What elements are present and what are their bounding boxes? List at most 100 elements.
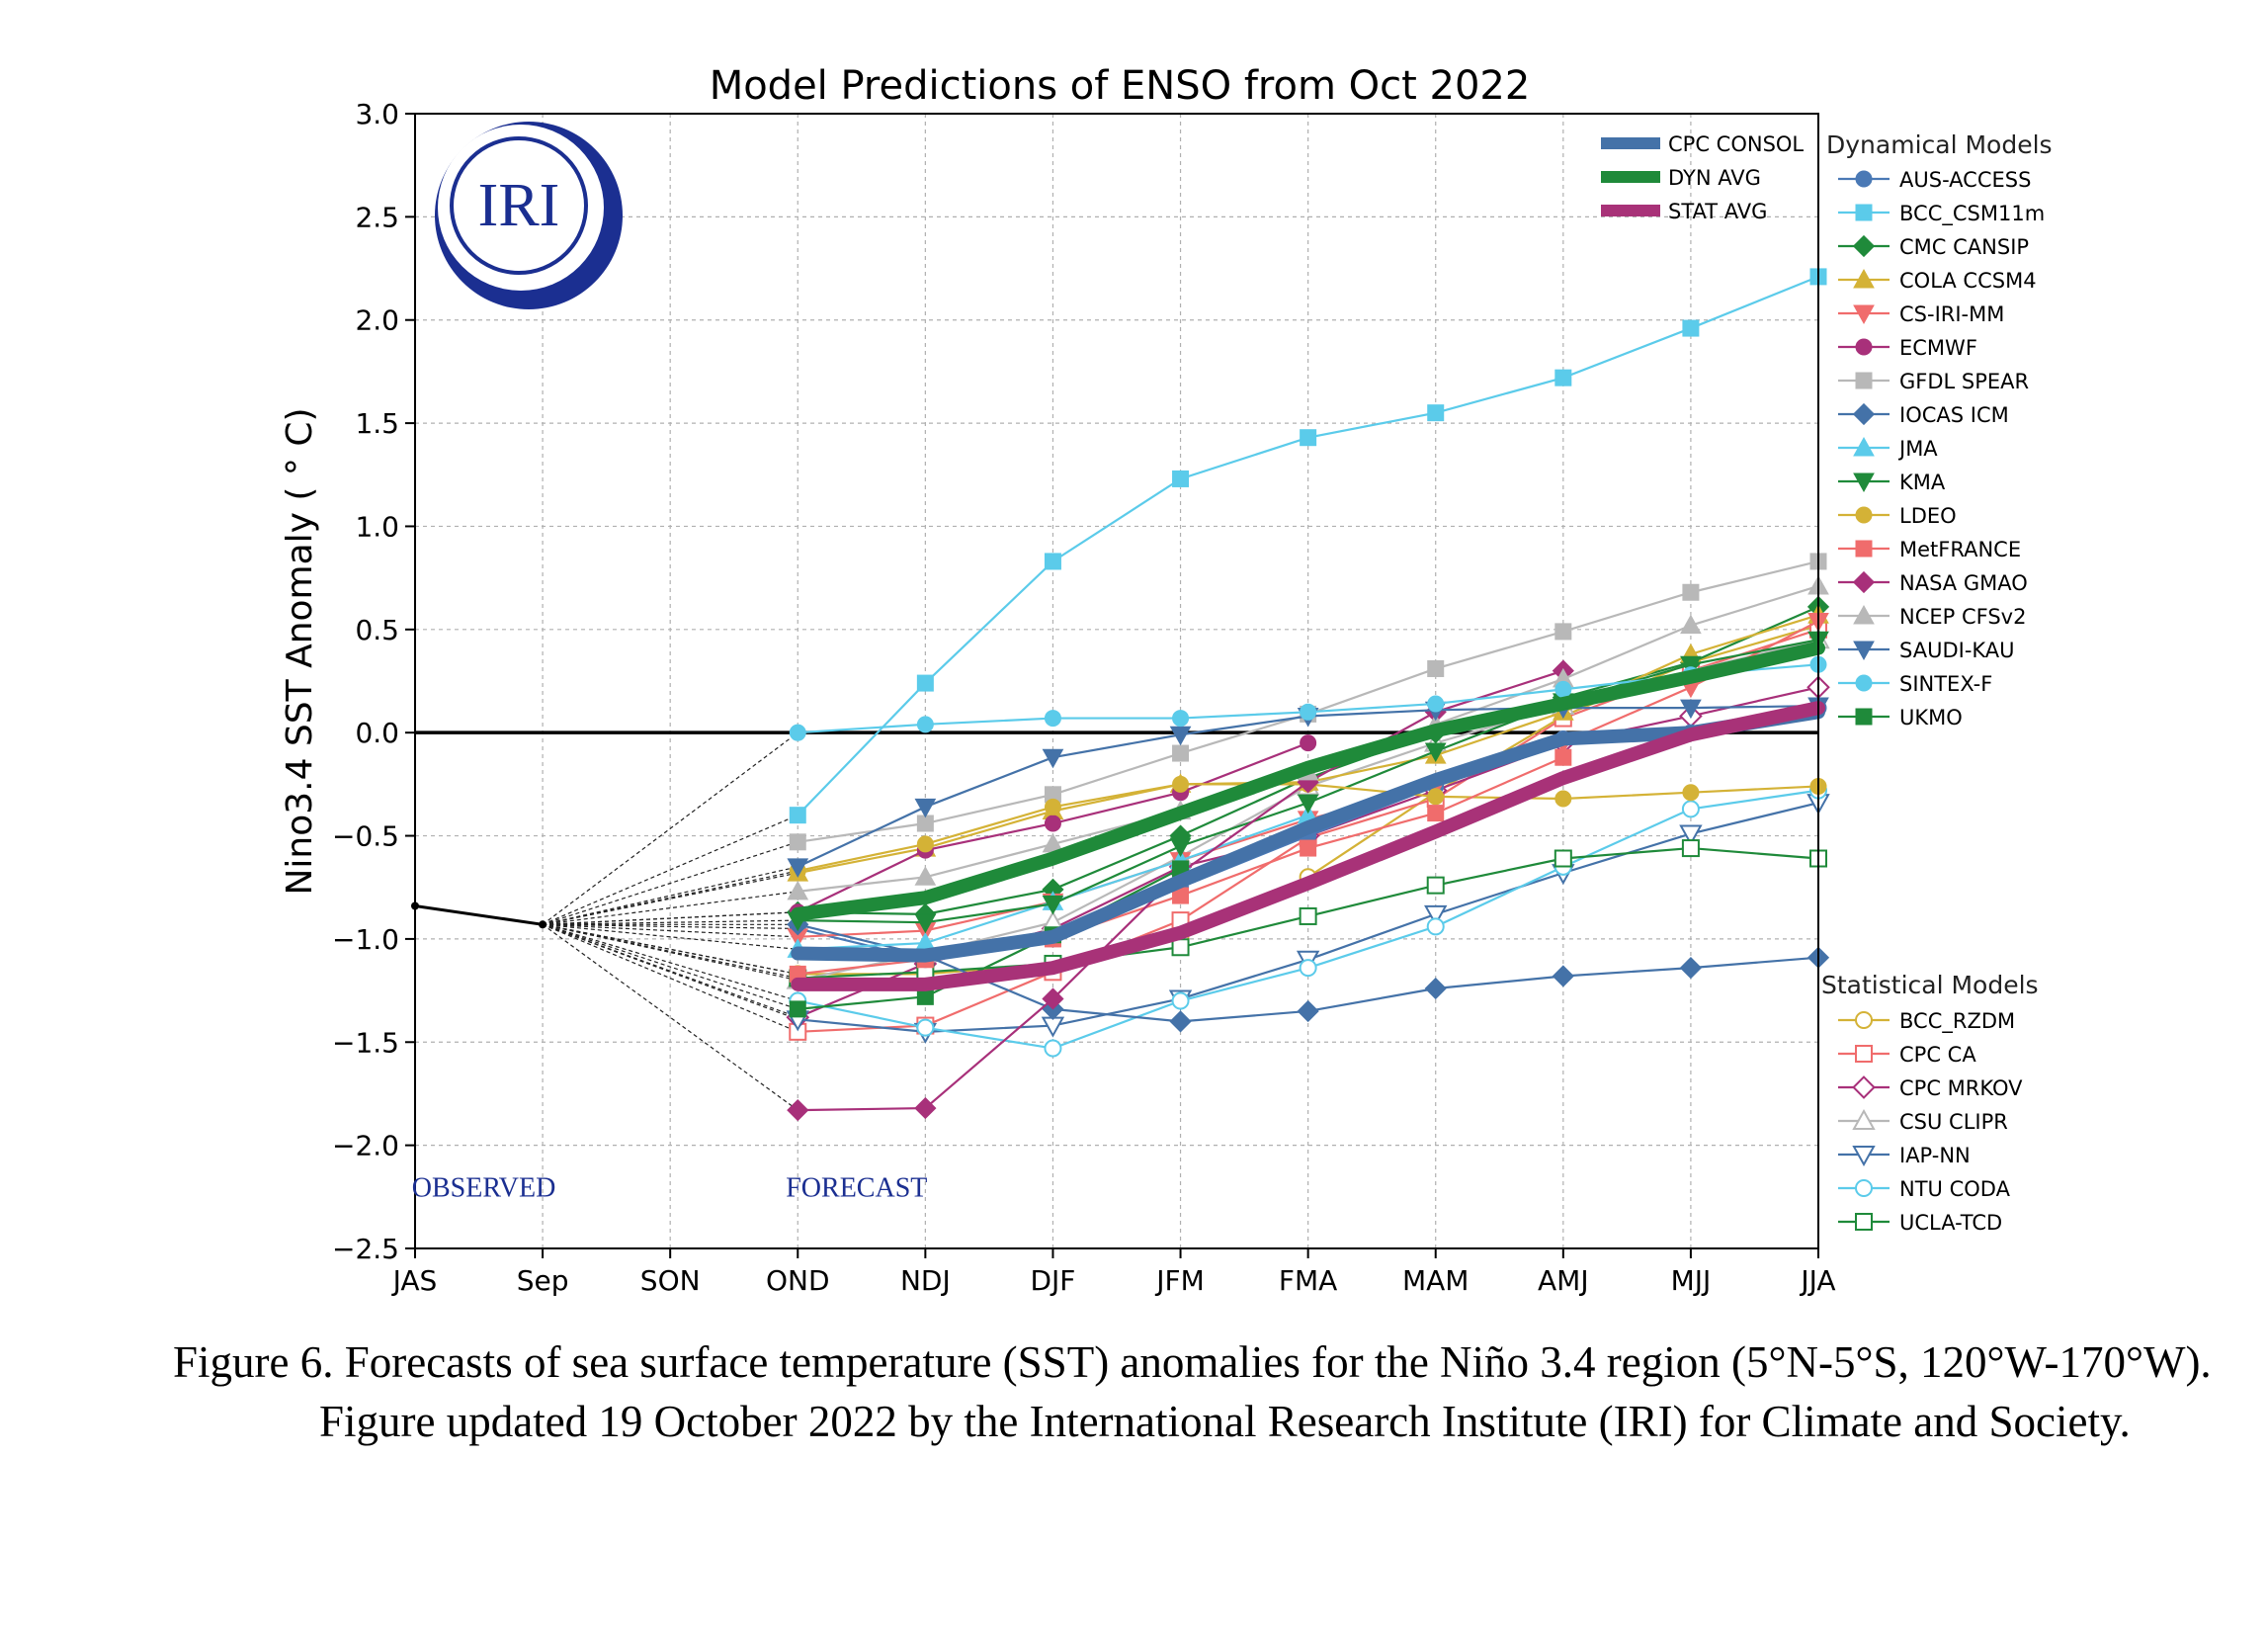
point-sintex-f [1172,710,1190,728]
legend-label-stat-avg: STAT AVG [1668,200,1767,223]
point-ucla-tcd [1171,938,1190,957]
legend-label-cs-iri-mm: CS-IRI-MM [1899,302,2004,326]
connector-cpc-ca [542,923,798,1033]
legend-label-kma: KMA [1899,471,1946,494]
legend-marker-ntu-coda [1855,1179,1873,1197]
point-bcc-csm11m [1044,553,1061,570]
legend-label-bcc-rzdm: BCC_RZDM [1899,1009,2015,1034]
point-iocas-icm [1552,965,1574,987]
legend-marker-cs-iri-mm [1853,304,1875,325]
logo-swoosh-cut [438,125,604,291]
chart-title: Model Predictions of ENSO from Oct 2022 [710,63,1531,109]
legend-label-iap-nn: IAP-NN [1899,1144,1971,1167]
point-bcc-csm11m [1427,404,1445,422]
legend-label-jma: JMA [1897,437,1938,461]
connector-ntu-coda [542,923,798,1002]
connector-kma [543,919,798,925]
legend-label-cola-ccsm4: COLA CCSM4 [1899,269,2037,293]
point-ecmwf [1300,734,1317,752]
legend-marker-cmc-cansip [1852,234,1876,258]
series-bcc-csm11m [789,268,1827,824]
x-tick-label: OND [766,1264,830,1297]
point-sintex-f [916,716,934,733]
point-gfdl-spear [1554,623,1572,641]
observed-point [539,920,547,929]
legend-title-statistical: Statistical Models [1821,971,2039,999]
series-layer [411,268,1830,1122]
legend-label-ukmo: UKMO [1899,706,1963,729]
point-kma [1042,895,1064,915]
iri-logo: IRI [435,122,623,309]
x-tick-label: JJA [1799,1264,1835,1297]
legend-marker-ukmo [1855,708,1873,726]
logo-ring [450,136,588,275]
point-kma [914,913,937,934]
point-sintex-f [789,724,806,741]
connector-gfdl-spear [542,841,798,925]
legend-label-nasa-gmao: NASA GMAO [1899,571,2028,595]
connector-jma [543,923,798,950]
point-ncep-cfsv2 [1680,614,1702,635]
point-ecmwf [1044,815,1061,832]
x-tick-label: SON [640,1264,701,1297]
connector-bcc-rzdm [542,923,798,975]
y-tick-label: 1.5 [355,407,399,440]
point-saudi-kau [914,798,937,818]
point-nasa-gmao [1042,987,1064,1010]
y-tick-label: −1.0 [332,923,399,956]
connector-ucla-tcd [542,923,798,980]
point-ldeo [916,835,934,853]
legend-marker-jma [1853,436,1875,457]
point-metfrance [1554,748,1572,766]
point-kma [1297,794,1319,815]
annotation-observed: OBSERVED [412,1172,556,1203]
point-ntu-coda [916,1018,935,1037]
point-ntu-coda [1299,959,1317,978]
connector-cs-iri-mm [543,923,798,938]
point-sintex-f [1300,703,1317,721]
legend-marker-sintex-f [1855,674,1873,692]
point-sintex-f [1044,710,1061,728]
y-tick-label: 0.0 [355,717,399,749]
point-bcc-csm11m [789,807,806,824]
connector-ecmwf [543,911,798,925]
point-ntu-coda [1171,991,1190,1010]
point-ucla-tcd [1299,906,1317,925]
legend-marker-cpc-ca [1855,1045,1873,1063]
legend-label-metfrance: MetFRANCE [1899,538,2021,561]
figure-caption: Figure 6. Forecasts of sea surface tempe… [173,1337,2212,1446]
point-ldeo [1682,784,1700,802]
legend-marker-gfdl-spear [1855,372,1873,389]
legend-marker-iap-nn [1852,1146,1876,1167]
y-axis-label: Nino3.4 SST Anomaly ( ° C) [280,407,320,895]
annotation-forecast: FORECAST [786,1172,927,1203]
point-iap-nn [1424,904,1448,926]
legend-marker-csu-clipr [1852,1108,1876,1130]
legend-marker-ldeo [1855,506,1873,524]
legend-marker-bcc-rzdm [1855,1011,1873,1029]
observed-line [413,904,544,926]
legend-label-cmc-cansip: CMC CANSIP [1899,235,2029,259]
point-iap-nn [1679,824,1703,846]
legend-label-cpc-ca: CPC CA [1899,1043,1976,1067]
connector-saudi-kau [542,866,798,925]
x-tick-label: AMJ [1538,1264,1589,1297]
x-tick-label: MJJ [1671,1264,1712,1297]
point-kma [1169,837,1192,858]
legend-label-ldeo: LDEO [1899,504,1957,528]
y-tick-label: 3.0 [355,98,399,130]
point-iocas-icm [1424,977,1447,1000]
y-tick-label: −1.5 [332,1026,399,1059]
legend-label-ncep-cfsv2: NCEP CFSv2 [1899,605,2026,629]
legend-label-ecmwf: ECMWF [1899,336,1977,360]
x-tick-label: FMA [1279,1264,1337,1297]
point-metfrance [1300,839,1317,857]
legend-marker-bcc-csm11m [1855,204,1873,221]
x-tick-label: Sep [517,1264,569,1297]
point-sintex-f [1554,680,1572,698]
legend-marker-iocas-icm [1852,402,1876,426]
connector-ncep-cfsv2 [543,891,798,925]
connector-aus-access [543,923,798,930]
y-tick-label: −2.0 [332,1130,399,1162]
